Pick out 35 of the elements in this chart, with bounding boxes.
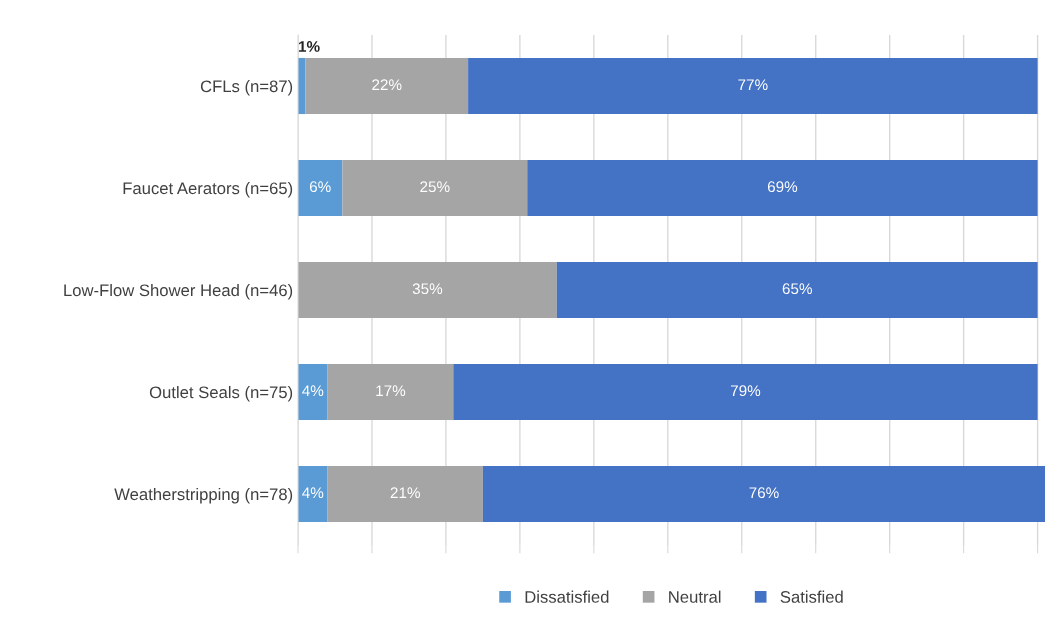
bar	[527, 159, 1038, 217]
bar	[298, 465, 328, 523]
data-label: 77%	[738, 79, 768, 91]
data-label: 79%	[730, 385, 761, 397]
bar	[298, 159, 343, 217]
data-label: 25%	[420, 181, 450, 193]
y-tick-label: Low-Flow Shower Head (n=46)	[64, 283, 293, 300]
legend-label: Neutral	[669, 590, 721, 603]
data-label: 17%	[376, 385, 406, 397]
legend-label: Satisfied	[780, 590, 843, 603]
bar	[327, 465, 483, 523]
y-tick-label: Outlet Seals (n=75)	[149, 385, 293, 402]
bar	[556, 261, 1038, 319]
bar	[298, 363, 328, 421]
data-label: 22%	[372, 79, 402, 91]
data-label: 4%	[302, 385, 324, 397]
data-label: 1%	[298, 41, 320, 52]
y-tick-label: CFLs (n=87)	[200, 79, 293, 96]
data-label: 21%	[390, 487, 420, 499]
bar	[342, 159, 528, 217]
bar	[453, 363, 1038, 421]
data-label: 65%	[782, 283, 812, 295]
data-label: 35%	[412, 283, 443, 295]
bar	[305, 57, 469, 115]
data-label: 69%	[767, 181, 798, 193]
y-tick-label: Weatherstripping (n=78)	[114, 487, 293, 504]
data-label: 76%	[749, 487, 779, 499]
bar	[482, 465, 1045, 523]
y-tick-label: Faucet Aerators (n=65)	[123, 181, 293, 198]
bar	[468, 57, 1038, 115]
data-label: 6%	[309, 181, 331, 193]
bar	[298, 261, 557, 319]
bar	[327, 363, 454, 421]
legend-label: Dissatisfied	[525, 590, 609, 603]
data-label: 4%	[302, 487, 324, 499]
